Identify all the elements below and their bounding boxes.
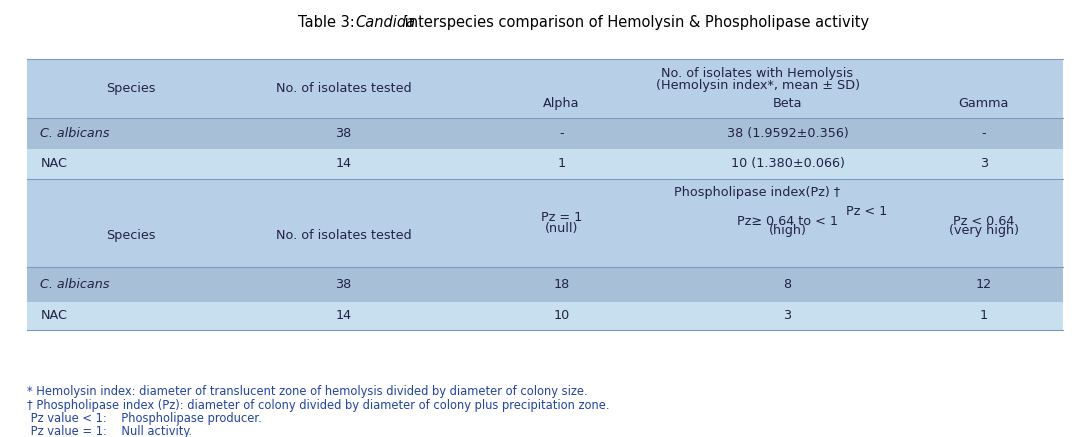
Text: NAC: NAC (40, 309, 68, 322)
Text: 3: 3 (980, 157, 988, 170)
Text: 12: 12 (976, 277, 992, 291)
Text: C. albicans: C. albicans (40, 277, 110, 291)
Text: -: - (981, 127, 986, 140)
Text: 1: 1 (557, 157, 566, 170)
Text: Pz = 1: Pz = 1 (541, 211, 582, 224)
Text: Beta: Beta (773, 97, 802, 110)
Text: Pz < 0.64: Pz < 0.64 (953, 215, 1015, 229)
Text: (very high): (very high) (948, 224, 1019, 237)
FancyBboxPatch shape (27, 59, 1063, 330)
Text: 10: 10 (554, 309, 569, 322)
FancyBboxPatch shape (27, 267, 1063, 302)
Text: 38: 38 (336, 277, 351, 291)
Text: 14: 14 (336, 157, 351, 170)
Text: 38: 38 (336, 127, 351, 140)
Text: No. of isolates with Hemolysis: No. of isolates with Hemolysis (662, 67, 853, 80)
Text: Table 3:: Table 3: (299, 15, 360, 30)
Text: (high): (high) (768, 224, 807, 237)
Text: 3: 3 (784, 309, 791, 322)
Text: NAC: NAC (40, 157, 68, 170)
Text: Phospholipase index(Pz) †: Phospholipase index(Pz) † (675, 186, 840, 199)
Text: Gamma: Gamma (958, 97, 1009, 110)
Text: Pz value = 1:    Null activity.: Pz value = 1: Null activity. (27, 425, 192, 437)
Text: C. albicans: C. albicans (40, 127, 110, 140)
Text: Species: Species (106, 82, 156, 95)
Text: Candida: Candida (355, 15, 415, 30)
Text: Species: Species (106, 229, 156, 243)
Text: No. of isolates tested: No. of isolates tested (276, 229, 411, 243)
Text: Pz < 1: Pz < 1 (846, 205, 887, 218)
Text: 8: 8 (784, 277, 791, 291)
FancyBboxPatch shape (27, 118, 1063, 149)
Text: Pz≥ 0.64 to < 1: Pz≥ 0.64 to < 1 (737, 215, 838, 229)
Text: 10 (1.380±0.066): 10 (1.380±0.066) (730, 157, 845, 170)
Text: interspecies comparison of Hemolysin & Phospholipase activity: interspecies comparison of Hemolysin & P… (400, 15, 869, 30)
Text: * Hemolysin index: diameter of translucent zone of hemolysis divided by diameter: * Hemolysin index: diameter of transluce… (27, 385, 588, 399)
Text: (Hemolysin index*, mean ± SD): (Hemolysin index*, mean ± SD) (655, 79, 860, 92)
Text: (null): (null) (545, 222, 578, 235)
Text: Pz value < 1:    Phospholipase producer.: Pz value < 1: Phospholipase producer. (27, 412, 262, 425)
Text: -: - (559, 127, 564, 140)
Text: 38 (1.9592±0.356): 38 (1.9592±0.356) (727, 127, 848, 140)
Text: 18: 18 (554, 277, 569, 291)
Text: No. of isolates tested: No. of isolates tested (276, 82, 411, 95)
FancyBboxPatch shape (27, 302, 1063, 330)
FancyBboxPatch shape (27, 149, 1063, 179)
Text: Alpha: Alpha (543, 97, 580, 110)
Text: 1: 1 (980, 309, 988, 322)
Text: 14: 14 (336, 309, 351, 322)
Text: † Phospholipase index (Pz): diameter of colony divided by diameter of colony plu: † Phospholipase index (Pz): diameter of … (27, 399, 609, 412)
